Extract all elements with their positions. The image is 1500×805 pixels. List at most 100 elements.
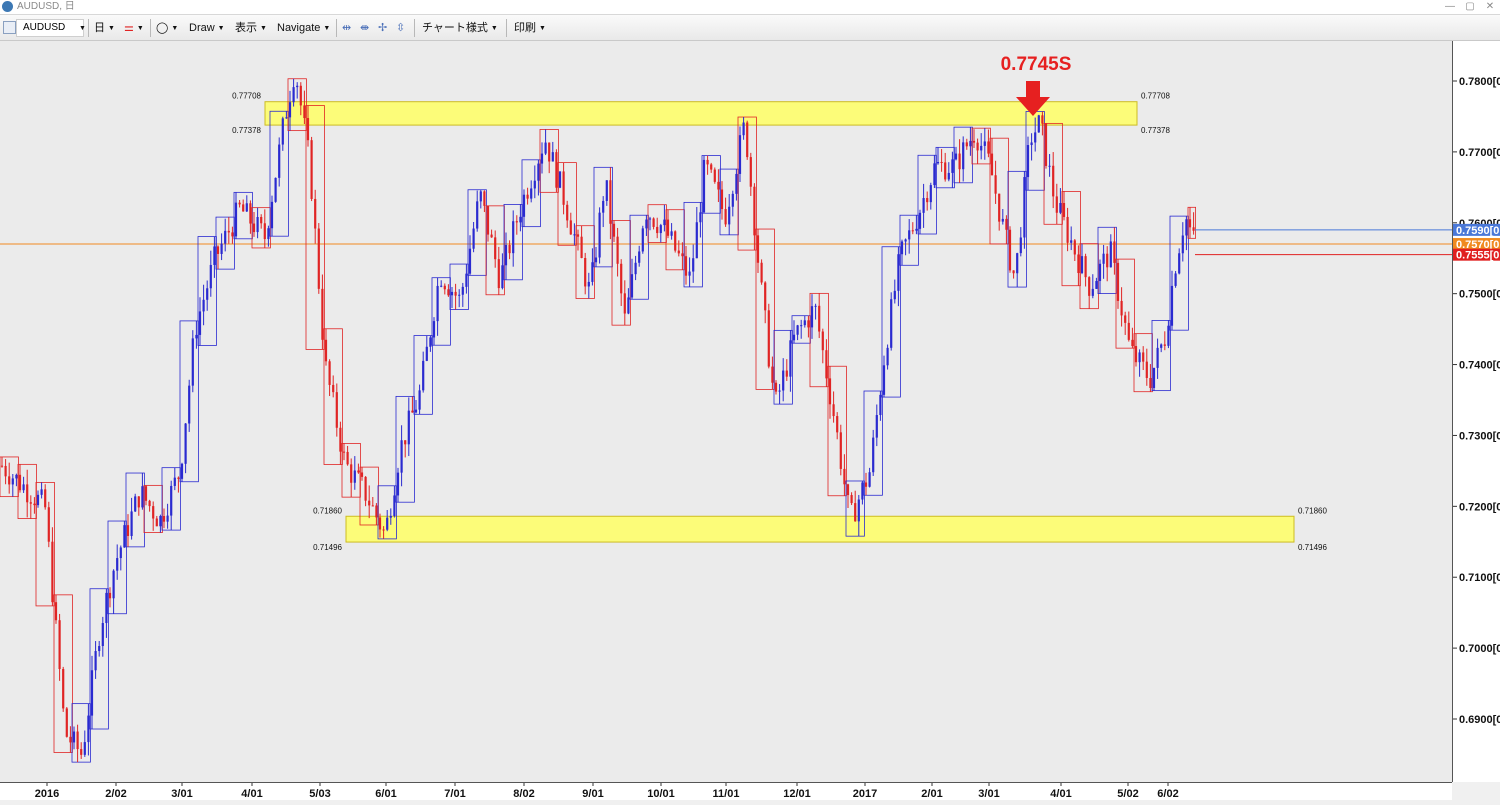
candle-body — [15, 474, 18, 479]
candle-body — [1142, 352, 1145, 362]
candle-body — [850, 495, 853, 504]
range-box — [431, 277, 451, 346]
zoom-out-vertical-icon[interactable]: ⇳ — [396, 22, 406, 34]
candle-body — [303, 105, 306, 119]
candle-body — [328, 361, 331, 385]
candle-body — [875, 415, 878, 438]
candle-body — [411, 410, 414, 413]
candle-body — [728, 206, 731, 225]
price-axis[interactable]: 0.7800[0 0.7700[0 0.7600[0 0.7500[0 0.7400[0… — [1452, 41, 1500, 782]
candle-body — [580, 236, 583, 259]
candle-body — [735, 173, 738, 194]
range-box — [179, 320, 199, 483]
price-tick-label: 0.7400[0 — [1459, 360, 1500, 372]
draw-menu[interactable]: Draw ▼ — [189, 22, 225, 34]
date-axis[interactable]: 2016 2/02 3/01 4/01 5/03 6/01 7/01 8/02 9/01 10/0… — [0, 782, 1452, 800]
minimize-button[interactable]: — — [1445, 1, 1455, 12]
price-chart[interactable]: 0.77708 0.77378 0.77708 0.77378 0.71860 0.714… — [0, 41, 1452, 782]
candle-style-icon[interactable]: ⚌ ▼ — [124, 22, 144, 34]
display-menu[interactable]: 表示 ▼ — [235, 22, 267, 34]
candlestick-chart[interactable]: 0.77708 0.77378 0.77708 0.77378 0.71860 0.714… — [0, 41, 1452, 782]
candle-body — [548, 142, 551, 162]
candle-body — [152, 506, 155, 519]
candle-body — [144, 486, 148, 501]
candle-body — [1073, 240, 1076, 255]
close-button[interactable]: ✕ — [1485, 1, 1495, 12]
price-tick-label: 0.7000[0 — [1459, 643, 1500, 655]
range-box — [1169, 215, 1189, 331]
candle-body — [940, 161, 943, 163]
candle-body — [522, 194, 526, 217]
chart-style-menu[interactable]: チャート様式 ▼ — [422, 22, 498, 34]
candle-body — [803, 320, 806, 326]
date-tick-label: 4/01 — [241, 788, 262, 800]
candle-body — [760, 262, 763, 283]
candle-body — [731, 193, 734, 207]
candle-body — [576, 234, 580, 237]
candle-body — [36, 494, 40, 506]
range-box — [377, 485, 397, 540]
symbol-dropdown-caret[interactable]: ▼ — [79, 25, 86, 32]
zoom-out-horizontal-icon[interactable]: ⇼ — [360, 22, 370, 34]
candle-body — [371, 505, 374, 507]
zone-upper-label: 0.71860 — [313, 506, 342, 515]
app-globe-icon — [2, 1, 13, 12]
chart-list-icon[interactable] — [3, 21, 16, 34]
zone-lower-label: 0.77378 — [232, 126, 261, 135]
candle-body — [1030, 142, 1033, 146]
candle-body — [1052, 165, 1055, 197]
candle-body — [864, 482, 868, 487]
date-tick-label: 10/01 — [647, 788, 675, 800]
candle-body — [216, 246, 220, 254]
symbol-selector[interactable]: AUDUSD — [16, 19, 84, 37]
candle-body — [306, 118, 310, 141]
candle-body — [1134, 346, 1138, 363]
candle-body — [1005, 218, 1008, 230]
candle-body — [195, 334, 198, 339]
zone-lower-label: 0.71496 — [313, 543, 342, 552]
candle-body — [1124, 315, 1127, 323]
candle-body — [440, 285, 443, 287]
candle-body — [789, 340, 792, 377]
candle-body — [1019, 237, 1022, 254]
candle-body — [1109, 241, 1112, 268]
candle-body — [123, 525, 126, 548]
candle-body — [1041, 115, 1044, 124]
candle-body — [321, 288, 324, 340]
range-box — [647, 204, 667, 243]
range-box — [1115, 258, 1135, 349]
support-resistance-zone — [264, 101, 1138, 126]
candle-body — [101, 623, 104, 647]
date-tick-label: 2016 — [35, 788, 59, 800]
zone-upper-label-right: 0.77708 — [1141, 92, 1170, 101]
candle-body — [209, 264, 212, 289]
candle-body — [980, 145, 983, 151]
candle-body — [872, 437, 875, 473]
circle-tool-icon[interactable]: ◯ ▼ — [156, 22, 179, 34]
restore-button[interactable]: ▢ — [1465, 1, 1475, 12]
range-box — [935, 146, 955, 189]
print-menu[interactable]: 印刷 ▼ — [514, 22, 546, 34]
candle-body — [1080, 256, 1084, 274]
timeframe-dropdown[interactable]: 日 ▼ — [94, 19, 115, 37]
candle-body — [134, 496, 137, 512]
range-box — [917, 154, 937, 235]
candle-body — [155, 518, 158, 527]
candle-body — [591, 262, 594, 282]
candle-body — [242, 204, 245, 212]
zoom-in-horizontal-icon[interactable]: ⇹ — [342, 22, 352, 34]
chevron-down-icon: ▼ — [108, 25, 115, 32]
candle-body — [1037, 115, 1040, 133]
candle-body — [915, 228, 918, 231]
candle-body — [702, 159, 706, 213]
candle-body — [706, 159, 709, 165]
candle-body — [1192, 227, 1195, 231]
candle-body — [468, 248, 472, 274]
zoom-in-vertical-icon[interactable]: ✢ — [378, 22, 388, 34]
navigate-menu[interactable]: Navigate ▼ — [277, 22, 331, 34]
candle-body — [972, 140, 976, 143]
candle-body — [551, 152, 554, 162]
candle-body — [533, 180, 536, 189]
candle-body — [1023, 177, 1026, 238]
candle-body — [1116, 262, 1120, 301]
